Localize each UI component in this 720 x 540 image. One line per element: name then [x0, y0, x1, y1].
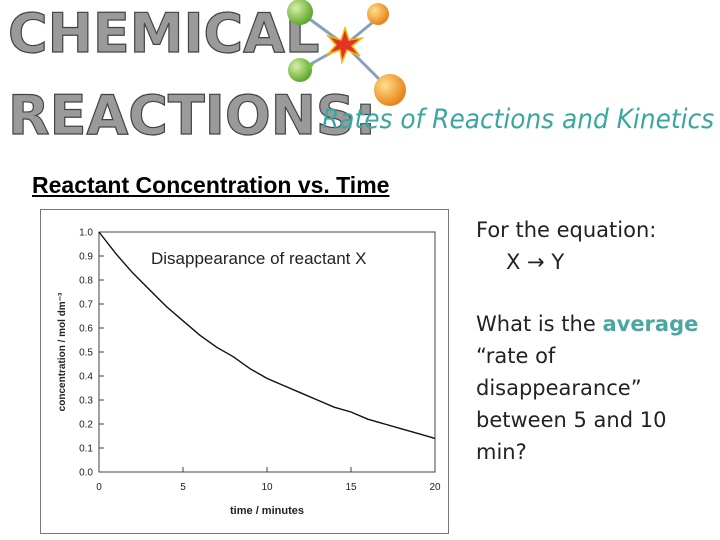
- question-rest: “rate of disappearance” between 5 and 10…: [476, 344, 667, 464]
- x-axis-label: time / minutes: [230, 505, 304, 517]
- equation-intro: For the equation:: [476, 218, 657, 242]
- x-tick-label: 15: [345, 482, 357, 493]
- atom-orange-icon: [374, 74, 406, 106]
- y-tick-label: 0.7: [79, 300, 93, 311]
- y-tick-label: 0.3: [79, 396, 93, 407]
- y-tick-label: 0.6: [79, 324, 93, 335]
- x-tick-label: 5: [180, 482, 186, 493]
- title-line-1: CHEMICAL: [7, 2, 320, 65]
- question-text: What is the average “rate of disappearan…: [476, 308, 711, 468]
- plot-area: [98, 231, 436, 473]
- y-tick-label: 0.8: [79, 276, 93, 287]
- y-tick-label: 0.9: [79, 252, 93, 263]
- spark-icon: [325, 25, 365, 65]
- chemical-equation: X → Y: [506, 250, 565, 274]
- question-prefix: What is the: [476, 312, 596, 336]
- chart-annotation: Disappearance of reactant X: [151, 249, 366, 268]
- atom-green-icon: [287, 0, 313, 25]
- series-line: [98, 231, 436, 440]
- y-tick-label: 1.0: [79, 228, 93, 239]
- molecule-icon: [287, 0, 406, 106]
- concentration-time-chart: 0.0 0.1 0.2 0.3 0.4 0.5 0.6 0.7 0.8 0.9 1.0 0 5 10 15…: [57, 228, 441, 518]
- banner-subtitle: Rates of Reactions and Kinetics: [322, 104, 715, 135]
- x-tick-label: 0: [96, 482, 102, 493]
- question-panel: For the equation: X → Y What is the aver…: [476, 214, 711, 468]
- x-tick-label: 10: [261, 482, 273, 493]
- y-axis-label: concentration / mol dm⁻³: [57, 292, 68, 411]
- y-tick-label: 0.0: [79, 468, 93, 479]
- x-tick-label: 20: [429, 482, 441, 493]
- atom-green-icon: [288, 58, 312, 82]
- keyword-average: average: [602, 312, 699, 336]
- title-line-2: REACTIONS:: [7, 84, 377, 147]
- y-tick-label: 0.4: [79, 372, 93, 383]
- y-tick-label: 0.1: [79, 444, 93, 455]
- atom-orange-icon: [367, 3, 389, 25]
- chart-frame: 0.0 0.1 0.2 0.3 0.4 0.5 0.6 0.7 0.8 0.9 1.0 0 5 10 15…: [40, 209, 449, 534]
- title-banner: CHEMICAL REACTIONS: Rates of Reactions a…: [0, 0, 720, 160]
- slide-heading: Reactant Concentration vs. Time: [32, 172, 390, 198]
- y-tick-label: 0.2: [79, 420, 93, 431]
- y-tick-label: 0.5: [79, 348, 93, 359]
